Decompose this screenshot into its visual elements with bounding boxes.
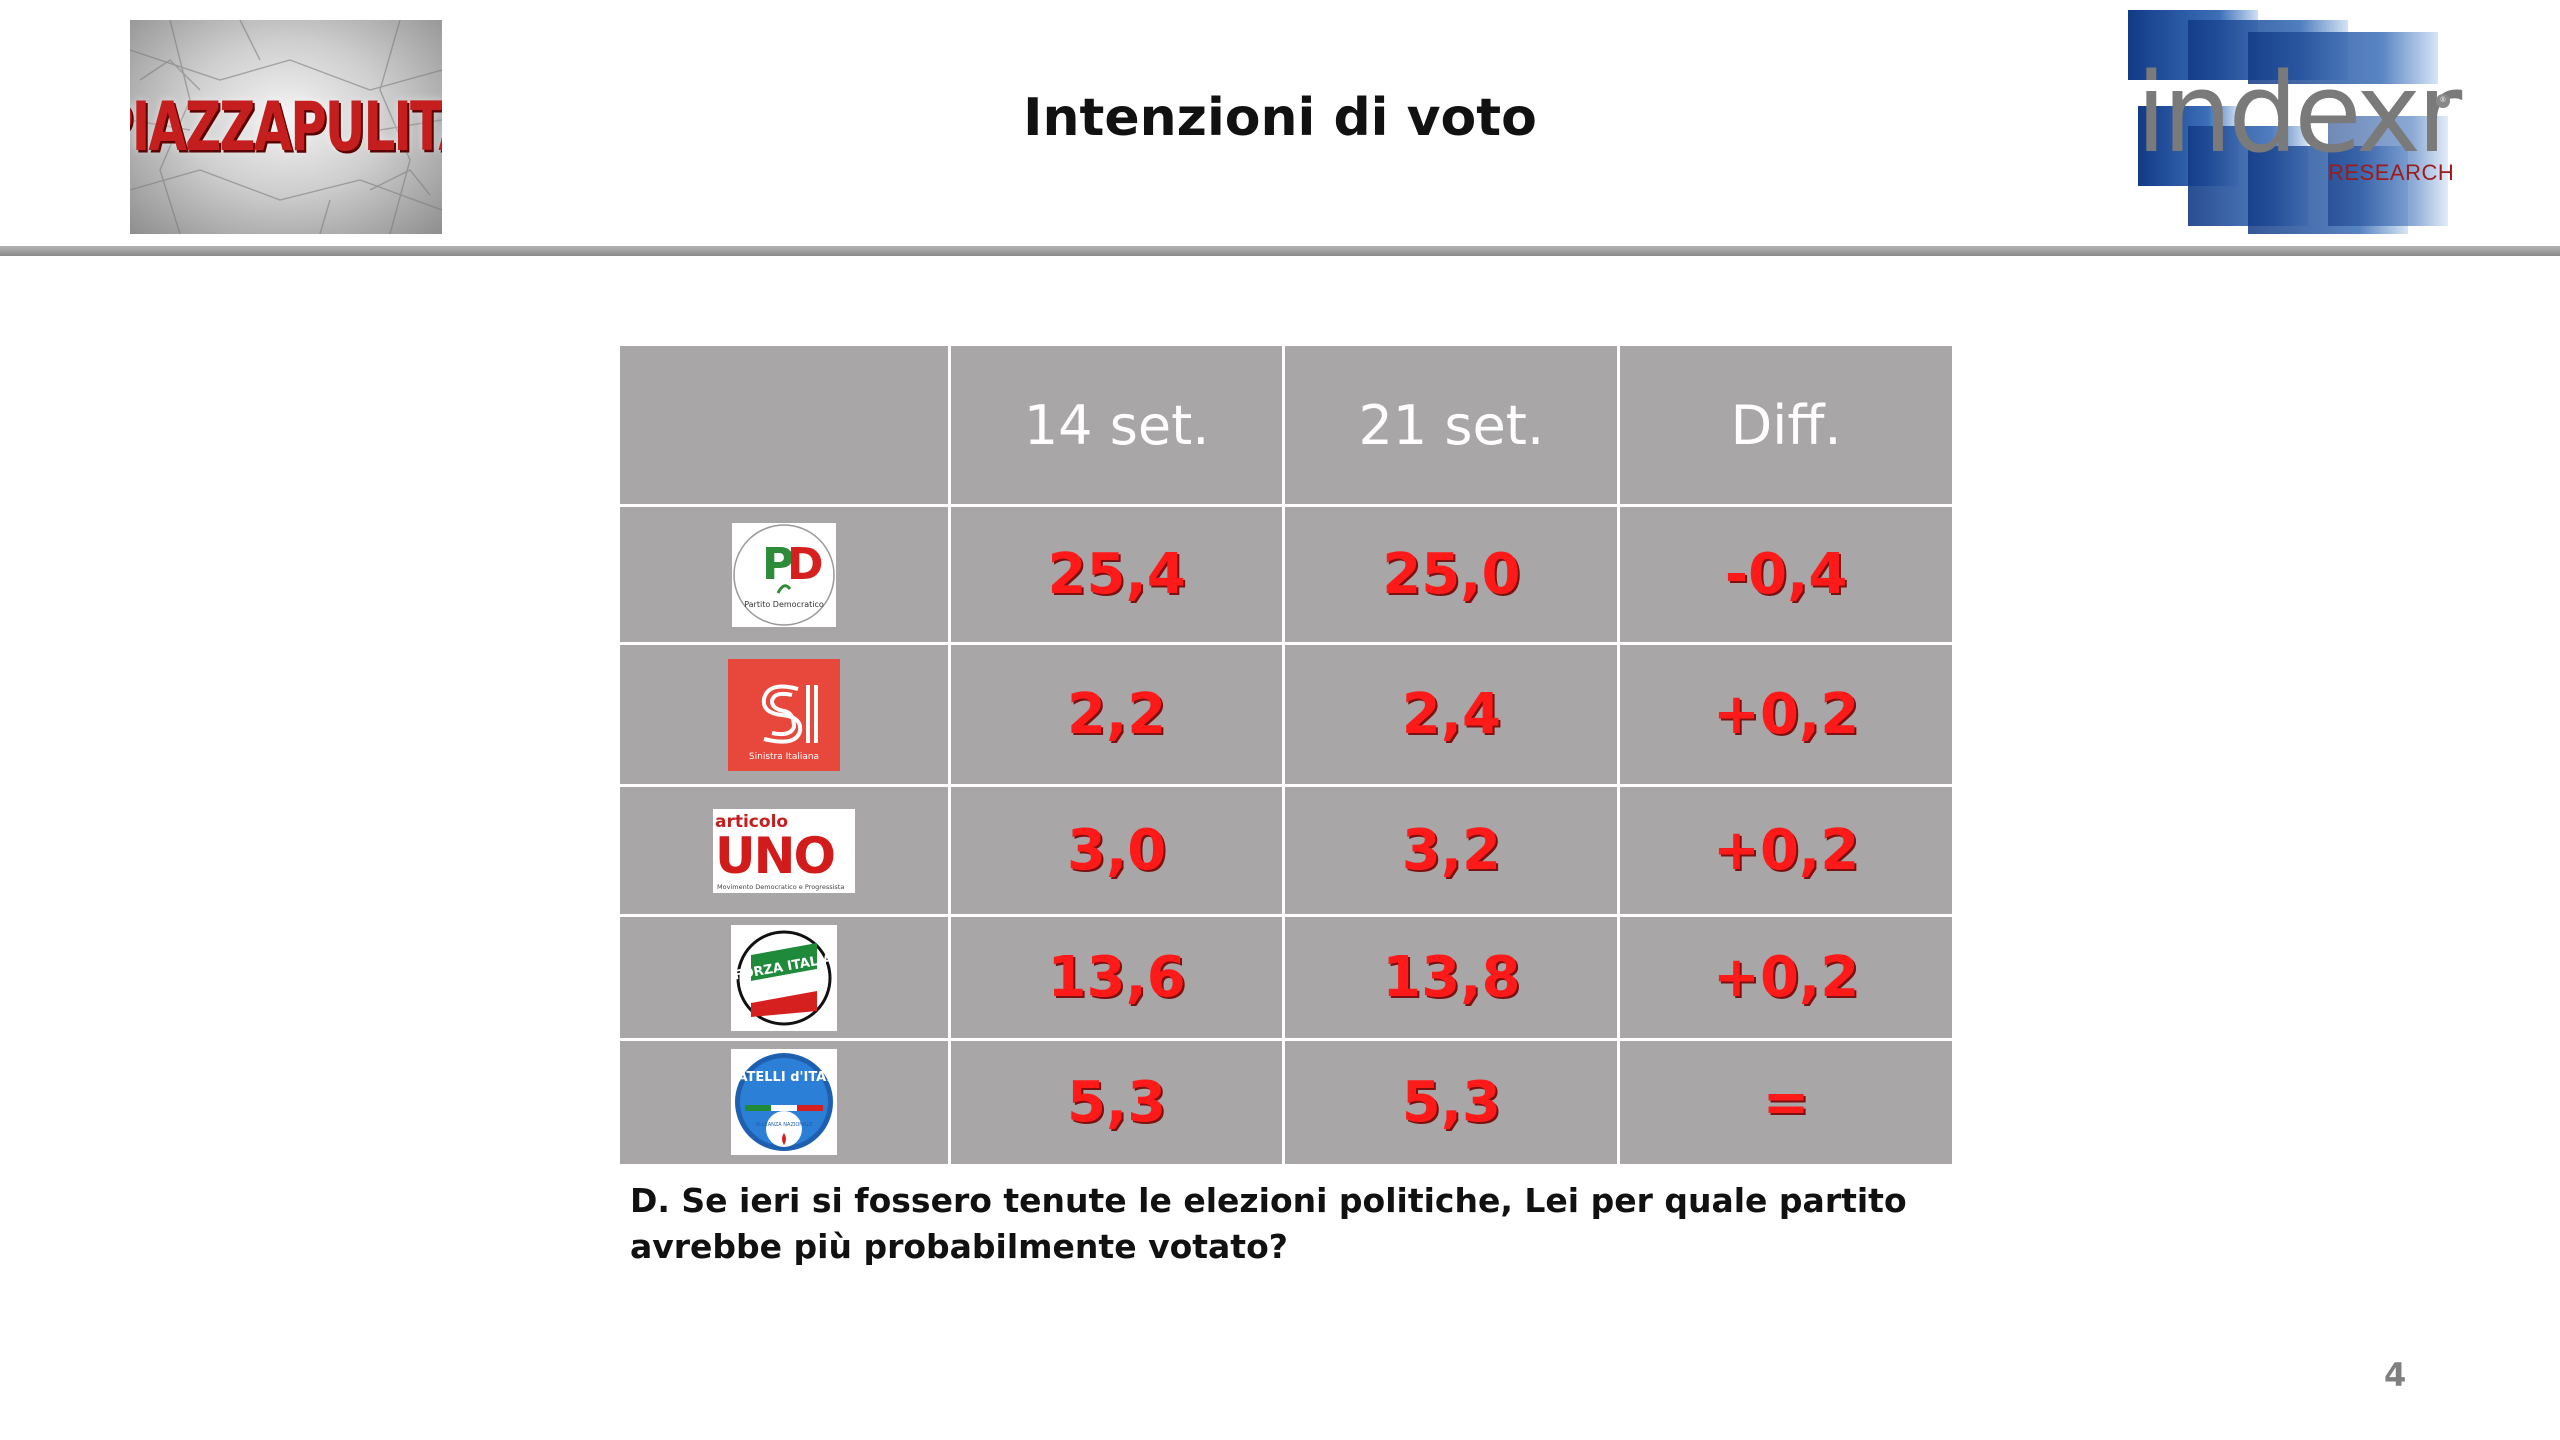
piazzapulita-logo: PIAZZAPULITA bbox=[130, 20, 442, 234]
blue-blocks-icon bbox=[2128, 10, 2448, 234]
index-research-wordmark-text: indexr bbox=[2136, 49, 2462, 177]
articolo-uno-logo: articolo UNO Movimento Democratico e Pro… bbox=[712, 808, 855, 893]
party-logo-cell: P D Partito Democratico bbox=[620, 504, 951, 645]
value-14-set: 3,0 bbox=[947, 784, 1286, 917]
value-14-set: 5,3 bbox=[947, 1038, 1286, 1164]
index-research-logo: indexr RESEARCH ® bbox=[2128, 6, 2462, 234]
svg-text:ALLEANZA NAZIONALE: ALLEANZA NAZIONALE bbox=[755, 1122, 812, 1128]
trademark-icon: ® bbox=[2436, 94, 2450, 108]
svg-text:FRATELLI d'ITALIA: FRATELLI d'ITALIA bbox=[731, 1070, 837, 1085]
fratelli-d-italia-logo: FRATELLI d'ITALIA ALLEANZA NAZIONALE bbox=[730, 1049, 837, 1156]
page-number: 4 bbox=[2384, 1356, 2407, 1394]
party-logo-cell: FRATELLI d'ITALIA ALLEANZA NAZIONALE bbox=[620, 1038, 951, 1164]
svg-text:Sinistra Italiana: Sinistra Italiana bbox=[749, 752, 819, 762]
piazzapulita-wordmark: PIAZZAPULITA bbox=[130, 87, 442, 167]
table-row: P D Partito Democratico 25,4 25,0 -0,4 bbox=[620, 504, 1952, 645]
value-14-set: 13,6 bbox=[947, 914, 1286, 1041]
header-cell-14-set: 14 set. bbox=[947, 346, 1286, 507]
sinistra-italiana-logo: Sinistra Italiana bbox=[727, 658, 840, 771]
svg-text:Partito Democratico: Partito Democratico bbox=[744, 600, 824, 609]
pd-logo: P D Partito Democratico bbox=[731, 522, 836, 627]
value-21-set: 13,8 bbox=[1282, 914, 1621, 1041]
party-logo-cell: articolo UNO Movimento Democratico e Pro… bbox=[620, 784, 951, 917]
value-21-set: 5,3 bbox=[1282, 1038, 1621, 1164]
value-14-set: 25,4 bbox=[947, 504, 1286, 645]
svg-text:D: D bbox=[787, 539, 824, 590]
svg-text:Movimento Democratico e Progre: Movimento Democratico e Progressista bbox=[717, 883, 844, 891]
header-divider bbox=[0, 246, 2560, 256]
table-row: FORZA ITALIA 13,6 13,8 +0,2 bbox=[620, 914, 1952, 1041]
svg-text:articolo: articolo bbox=[715, 812, 788, 832]
value-21-set: 3,2 bbox=[1282, 784, 1621, 917]
value-diff: +0,2 bbox=[1617, 784, 1952, 917]
map-texture-icon bbox=[130, 20, 442, 234]
vote-intention-table: 14 set. 21 set. Diff. P D Partito Democr… bbox=[620, 346, 1952, 1164]
svg-text:P: P bbox=[762, 539, 794, 590]
table-row: articolo UNO Movimento Democratico e Pro… bbox=[620, 784, 1952, 917]
header-cell-diff: Diff. bbox=[1617, 346, 1952, 507]
table-header-row: 14 set. 21 set. Diff. bbox=[620, 346, 1952, 507]
header-cell-21-set: 21 set. bbox=[1282, 346, 1621, 507]
page-title: Intenzioni di voto bbox=[1023, 88, 1537, 148]
forza-italia-logo: FORZA ITALIA bbox=[730, 924, 837, 1031]
svg-text:UNO: UNO bbox=[715, 827, 834, 885]
header-cell-party bbox=[620, 346, 951, 507]
party-logo-cell: Sinistra Italiana bbox=[620, 642, 951, 787]
index-research-wordmark: indexr bbox=[2136, 58, 2462, 168]
party-logo-cell: FORZA ITALIA bbox=[620, 914, 951, 1041]
value-21-set: 25,0 bbox=[1282, 504, 1621, 645]
value-diff: +0,2 bbox=[1617, 642, 1952, 787]
table-row: Sinistra Italiana 2,2 2,4 +0,2 bbox=[620, 642, 1952, 787]
survey-question-footnote: D. Se ieri si fossero tenute le elezioni… bbox=[630, 1181, 1907, 1266]
value-21-set: 2,4 bbox=[1282, 642, 1621, 787]
value-14-set: 2,2 bbox=[947, 642, 1286, 787]
value-diff: = bbox=[1617, 1038, 1952, 1164]
index-research-subtext: RESEARCH bbox=[2328, 160, 2455, 185]
table-row: FRATELLI d'ITALIA ALLEANZA NAZIONALE 5,3… bbox=[620, 1038, 1952, 1164]
value-diff: -0,4 bbox=[1617, 504, 1952, 645]
value-diff: +0,2 bbox=[1617, 914, 1952, 1041]
